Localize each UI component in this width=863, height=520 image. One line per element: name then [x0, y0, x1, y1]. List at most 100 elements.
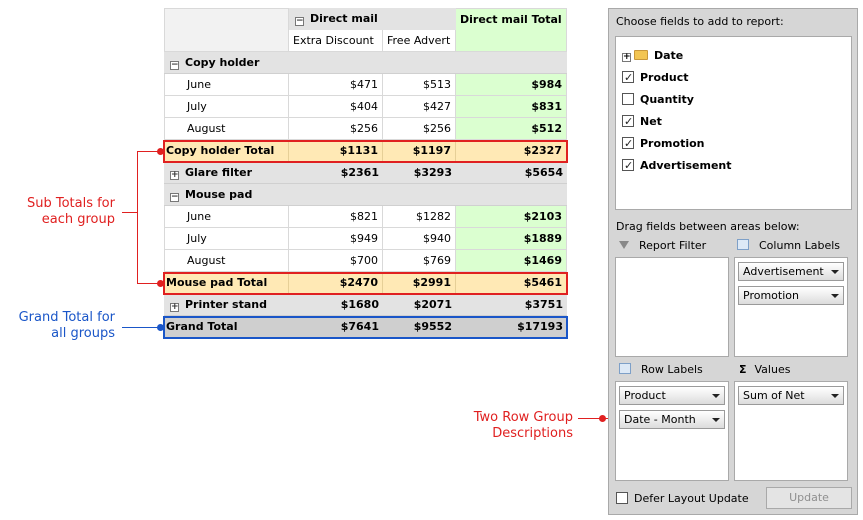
row-label-text: July: [187, 100, 207, 113]
direct-mail-total-cell: $5654: [456, 162, 567, 184]
grand-row-grand-total: Grand Total $7641 $9552 $17193: [164, 316, 567, 338]
column-header-extra-discount: Extra Discount: [289, 30, 383, 52]
column-header-direct-mail[interactable]: − Direct mail: [289, 8, 456, 30]
column-labels-area[interactable]: Advertisement Promotion: [734, 257, 848, 357]
group-row-mouse-pad[interactable]: − Mouse pad: [164, 184, 567, 206]
row-label-text: June: [187, 78, 211, 91]
pill-label: Advertisement: [743, 265, 824, 278]
column-field-promotion[interactable]: Promotion: [738, 286, 844, 305]
direct-mail-total-cell: $984: [456, 74, 567, 96]
collapse-icon[interactable]: −: [295, 16, 304, 26]
column-labels-header: Column Labels: [737, 237, 840, 255]
field-checkbox[interactable]: [622, 69, 634, 87]
collapse-icon[interactable]: −: [170, 192, 179, 202]
field-checkbox[interactable]: [622, 157, 634, 175]
update-button[interactable]: Update: [766, 487, 852, 509]
free-advert-cell: $3293: [383, 162, 456, 184]
defer-checkbox[interactable]: [616, 492, 628, 504]
row-label: June: [164, 206, 289, 228]
direct-mail-total-cell: $2103: [456, 206, 567, 228]
value-field-sum-of-net[interactable]: Sum of Net: [738, 386, 844, 405]
field-item-product[interactable]: Product: [622, 69, 689, 87]
field-item-quantity[interactable]: Quantity: [622, 91, 694, 109]
free-advert-cell: $940: [383, 228, 456, 250]
sigma-icon: Σ: [739, 363, 747, 376]
annotation-grand-total: Grand Total for all groups: [18, 310, 115, 341]
pill-label: Promotion: [743, 289, 799, 302]
row-label: July: [164, 96, 289, 118]
row-label: Copy holder Total: [164, 140, 289, 162]
expand-icon[interactable]: +: [622, 52, 631, 62]
field-item-date[interactable]: + Date: [622, 47, 683, 65]
extra-discount-cell: $2361: [289, 162, 383, 184]
marker-dot: [157, 280, 164, 287]
field-checkbox[interactable]: [622, 93, 634, 105]
marker-dot: [157, 324, 164, 331]
row-label: − Copy holder: [164, 52, 289, 74]
header-corner: [164, 8, 289, 52]
free-advert-cell: $2071: [383, 294, 456, 316]
row-field-date-month[interactable]: Date - Month: [619, 410, 725, 429]
extra-discount-cell: $256: [289, 118, 383, 140]
dropdown-arrow-icon[interactable]: [831, 294, 839, 298]
field-item-net[interactable]: Net: [622, 113, 662, 131]
direct-mail-total-cell: $512: [456, 118, 567, 140]
row-labels-area[interactable]: Product Date - Month: [615, 381, 729, 481]
annotation-subtotals: Sub Totals for each group: [26, 196, 115, 227]
extra-discount-cell: $471: [289, 74, 383, 96]
field-label: Quantity: [640, 93, 694, 106]
expand-icon[interactable]: +: [170, 170, 179, 180]
group-row-copy-holder[interactable]: − Copy holder: [164, 52, 567, 74]
row-field-product[interactable]: Product: [619, 386, 725, 405]
pill-label: Sum of Net: [743, 389, 805, 402]
row-label: + Glare filter: [164, 162, 289, 184]
connector-subtotal-bracket: [137, 151, 138, 284]
table-row: July $949 $940 $1889: [164, 228, 567, 250]
extra-discount-cell: $404: [289, 96, 383, 118]
defer-layout-update[interactable]: Defer Layout Update: [616, 491, 749, 507]
row-label-text: Copy holder: [185, 56, 260, 69]
table-row: August $700 $769 $1469: [164, 250, 567, 272]
field-item-promotion[interactable]: Promotion: [622, 135, 704, 153]
connector-subtotal-top: [137, 151, 161, 152]
field-checkbox[interactable]: [622, 113, 634, 131]
field-item-advertisement[interactable]: Advertisement: [622, 157, 732, 175]
dropdown-arrow-icon[interactable]: [712, 394, 720, 398]
dropdown-arrow-icon[interactable]: [831, 394, 839, 398]
direct-mail-total-cell: $1889: [456, 228, 567, 250]
row-label: + Printer stand: [164, 294, 289, 316]
values-area[interactable]: Sum of Net: [734, 381, 848, 481]
defer-label: Defer Layout Update: [634, 492, 749, 505]
report-filter-area[interactable]: [615, 257, 729, 357]
direct-mail-total-cell: $3751: [456, 294, 567, 316]
row-label: June: [164, 74, 289, 96]
collapse-icon[interactable]: −: [170, 60, 179, 70]
extra-discount-cell: $1680: [289, 294, 383, 316]
extra-discount-cell: $7641: [289, 316, 383, 338]
dropdown-arrow-icon[interactable]: [831, 270, 839, 274]
free-advert-cell: [383, 184, 456, 206]
direct-mail-total-cell: $5461: [456, 272, 567, 294]
pill-label: Date - Month: [624, 413, 696, 426]
connector-two-row: [578, 418, 608, 419]
free-advert-cell: $9552: [383, 316, 456, 338]
row-label-text: Mouse pad: [185, 188, 253, 201]
dropdown-arrow-icon[interactable]: [712, 418, 720, 422]
group-row-printer-stand[interactable]: + Printer stand $1680 $2071 $3751: [164, 294, 567, 316]
expand-icon[interactable]: +: [170, 302, 179, 312]
column-field-advertisement[interactable]: Advertisement: [738, 262, 844, 281]
field-checkbox[interactable]: [622, 135, 634, 153]
column-labels-label: Column Labels: [759, 239, 841, 252]
connector-subtotal-bottom: [137, 283, 161, 284]
row-label-text: Printer stand: [185, 298, 267, 311]
field-list-panel: Choose fields to add to report: + Date Pro…: [608, 8, 858, 515]
table-row: July $404 $427 $831: [164, 96, 567, 118]
row-label-text: August: [187, 254, 226, 267]
group-row-glare-filter[interactable]: + Glare filter $2361 $3293 $5654: [164, 162, 567, 184]
pill-label: Product: [624, 389, 666, 402]
row-label-text: Copy holder Total: [166, 144, 275, 157]
field-label: Product: [640, 71, 689, 84]
direct-mail-total-cell: [456, 184, 567, 206]
free-advert-cell: $513: [383, 74, 456, 96]
table-row: June $821 $1282 $2103: [164, 206, 567, 228]
